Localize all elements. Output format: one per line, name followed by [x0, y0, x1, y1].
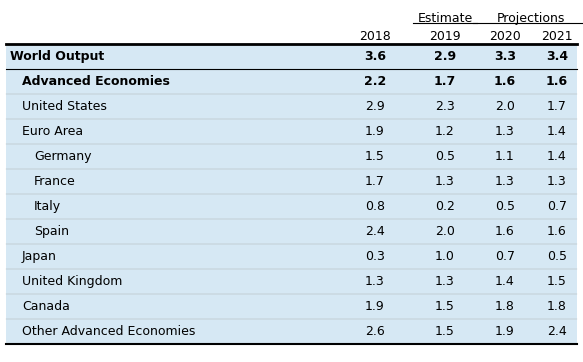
Text: Advanced Economies: Advanced Economies	[22, 75, 170, 88]
Text: 0.5: 0.5	[495, 200, 515, 213]
Text: 1.3: 1.3	[435, 175, 455, 188]
Text: 3.4: 3.4	[546, 50, 568, 63]
Text: 1.9: 1.9	[365, 300, 385, 313]
Text: 2021: 2021	[541, 29, 573, 42]
Text: 0.3: 0.3	[365, 250, 385, 263]
Text: 2.3: 2.3	[435, 100, 455, 113]
Text: 1.7: 1.7	[547, 100, 567, 113]
Text: Spain: Spain	[34, 225, 69, 238]
Text: 2018: 2018	[359, 29, 391, 42]
Text: 1.8: 1.8	[547, 300, 567, 313]
Text: 0.5: 0.5	[435, 150, 455, 163]
Text: 1.5: 1.5	[365, 150, 385, 163]
Text: 2.4: 2.4	[547, 325, 567, 338]
Text: 1.7: 1.7	[434, 75, 456, 88]
Text: 2.4: 2.4	[365, 225, 385, 238]
Text: 2020: 2020	[489, 29, 521, 42]
Text: 0.5: 0.5	[547, 250, 567, 263]
Text: 0.8: 0.8	[365, 200, 385, 213]
Text: Germany: Germany	[34, 150, 92, 163]
Text: 1.0: 1.0	[435, 250, 455, 263]
Text: Projections: Projections	[497, 12, 565, 25]
Text: 2.9: 2.9	[365, 100, 385, 113]
Text: 1.3: 1.3	[495, 175, 515, 188]
Text: 1.3: 1.3	[547, 175, 567, 188]
Text: Euro Area: Euro Area	[22, 125, 83, 138]
Bar	[6, 44, 577, 344]
Text: Canada: Canada	[22, 300, 70, 313]
Text: 2.6: 2.6	[365, 325, 385, 338]
Text: 1.1: 1.1	[495, 150, 515, 163]
Text: 2.9: 2.9	[434, 50, 456, 63]
Text: 1.9: 1.9	[495, 325, 515, 338]
Text: 1.7: 1.7	[365, 175, 385, 188]
Text: 1.6: 1.6	[495, 225, 515, 238]
Text: 3.6: 3.6	[364, 50, 386, 63]
Text: 0.7: 0.7	[547, 200, 567, 213]
Text: 1.9: 1.9	[365, 125, 385, 138]
Text: 1.8: 1.8	[495, 300, 515, 313]
Text: 2.0: 2.0	[435, 225, 455, 238]
Text: 1.5: 1.5	[435, 325, 455, 338]
Bar	[6, 6, 577, 44]
Text: Japan: Japan	[22, 250, 57, 263]
Text: 0.7: 0.7	[495, 250, 515, 263]
Text: Italy: Italy	[34, 200, 61, 213]
Text: 1.3: 1.3	[495, 125, 515, 138]
Text: France: France	[34, 175, 76, 188]
Text: 1.6: 1.6	[546, 75, 568, 88]
Text: Other Advanced Economies: Other Advanced Economies	[22, 325, 195, 338]
Text: 2019: 2019	[429, 29, 461, 42]
Text: 1.6: 1.6	[494, 75, 516, 88]
Text: 1.3: 1.3	[365, 275, 385, 288]
Text: 1.4: 1.4	[547, 150, 567, 163]
Text: 1.6: 1.6	[547, 225, 567, 238]
Text: 2.0: 2.0	[495, 100, 515, 113]
Text: 0.2: 0.2	[435, 200, 455, 213]
Text: World Output: World Output	[10, 50, 104, 63]
Text: United Kingdom: United Kingdom	[22, 275, 122, 288]
Text: 3.3: 3.3	[494, 50, 516, 63]
Text: 1.4: 1.4	[495, 275, 515, 288]
Text: 1.5: 1.5	[547, 275, 567, 288]
Text: United States: United States	[22, 100, 107, 113]
Text: 1.3: 1.3	[435, 275, 455, 288]
Text: 1.2: 1.2	[435, 125, 455, 138]
Text: 2.2: 2.2	[364, 75, 386, 88]
Text: Estimate: Estimate	[417, 12, 473, 25]
Text: 1.5: 1.5	[435, 300, 455, 313]
Text: 1.4: 1.4	[547, 125, 567, 138]
